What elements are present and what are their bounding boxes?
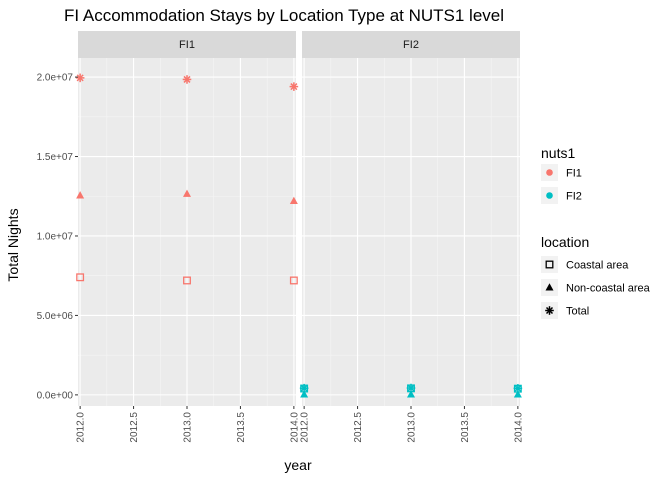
data-point — [289, 82, 299, 91]
facet-strip-label: FI2 — [403, 39, 419, 51]
points — [299, 383, 523, 398]
legend-label: FI2 — [566, 191, 582, 203]
y-tick-label: 1.5e+07 — [37, 152, 74, 163]
points — [75, 73, 299, 285]
y-axis-title: Total Nights — [5, 208, 21, 281]
facet-strip-label: FI1 — [179, 39, 195, 51]
data-point — [289, 196, 298, 205]
facet-strip — [78, 31, 296, 58]
x-tick-label: 2013.0 — [183, 412, 194, 443]
facet-strip — [302, 31, 520, 58]
x-axis: 2012.0 2012.5 2013.0 2013.5 2014.0 — [76, 406, 300, 443]
gridlines — [78, 58, 296, 406]
legend-swatch — [546, 169, 553, 176]
legend-shape-swatch — [545, 283, 554, 291]
chart-title: FI Accommodation Stays by Location Type … — [64, 6, 504, 25]
legend-shape-title: location — [541, 234, 589, 250]
x-tick-label: 2012.0 — [300, 412, 311, 443]
x-tick-label: 2014.0 — [289, 412, 300, 443]
y-tick-label: 0.0e+00 — [37, 390, 74, 401]
gridlines — [302, 58, 520, 406]
y-tick-label: 2.0e+07 — [37, 73, 74, 84]
data-point — [76, 273, 85, 282]
y-tick-label: 5.0e+06 — [37, 311, 74, 322]
y-tick-label: 1.0e+07 — [37, 231, 74, 242]
legend-shape-swatch — [545, 306, 554, 315]
panel-fi2: FI2 2012.0 2012.5 2013.0 2013.5 2014.0 — [299, 31, 524, 443]
data-point — [300, 390, 309, 398]
data-point — [407, 390, 415, 398]
data-point — [406, 383, 416, 393]
legend-swatch — [546, 192, 553, 199]
legend-label: FI1 — [566, 168, 582, 180]
legend: nuts1 FI1 FI2 location Coastal area Non-coast… — [541, 145, 651, 319]
legend-key — [541, 256, 558, 273]
x-tick-label: 2013.5 — [236, 412, 247, 443]
x-tick-label: 2013.0 — [407, 412, 418, 443]
x-axis: 2012.0 2012.5 2013.0 2013.5 2014.0 — [300, 406, 524, 443]
data-point — [182, 75, 192, 84]
x-tick-label: 2013.5 — [460, 412, 471, 443]
x-tick-label: 2012.5 — [353, 412, 364, 443]
legend-shape-swatch — [545, 260, 554, 269]
panel-fi1: FI1 2012.0 2012.5 2013.0 2013.5 2014.0 — [75, 31, 300, 443]
data-point — [513, 390, 522, 398]
legend-label: Coastal area — [566, 260, 629, 272]
legend-color-title: nuts1 — [541, 145, 575, 161]
x-tick-label: 2014.0 — [513, 412, 524, 443]
data-point — [513, 384, 523, 393]
y-axis: 0.0e+00 5.0e+06 1.0e+07 1.5e+07 2.0e+07 — [37, 73, 78, 401]
legend-label: Total — [566, 306, 589, 318]
data-point — [183, 189, 191, 197]
x-tick-label: 2012.0 — [76, 412, 87, 443]
facet-panels: FI1 2012.0 2012.5 2013.0 2013.5 2014.0 FI2 2012… — [75, 31, 524, 443]
data-point — [289, 276, 298, 285]
x-axis-title: year — [284, 457, 312, 473]
data-point — [75, 73, 85, 83]
data-point — [183, 276, 191, 285]
data-point — [76, 191, 85, 199]
data-point — [299, 383, 309, 393]
legend-label: Non-coastal area — [566, 283, 651, 295]
x-tick-label: 2012.5 — [129, 412, 140, 443]
